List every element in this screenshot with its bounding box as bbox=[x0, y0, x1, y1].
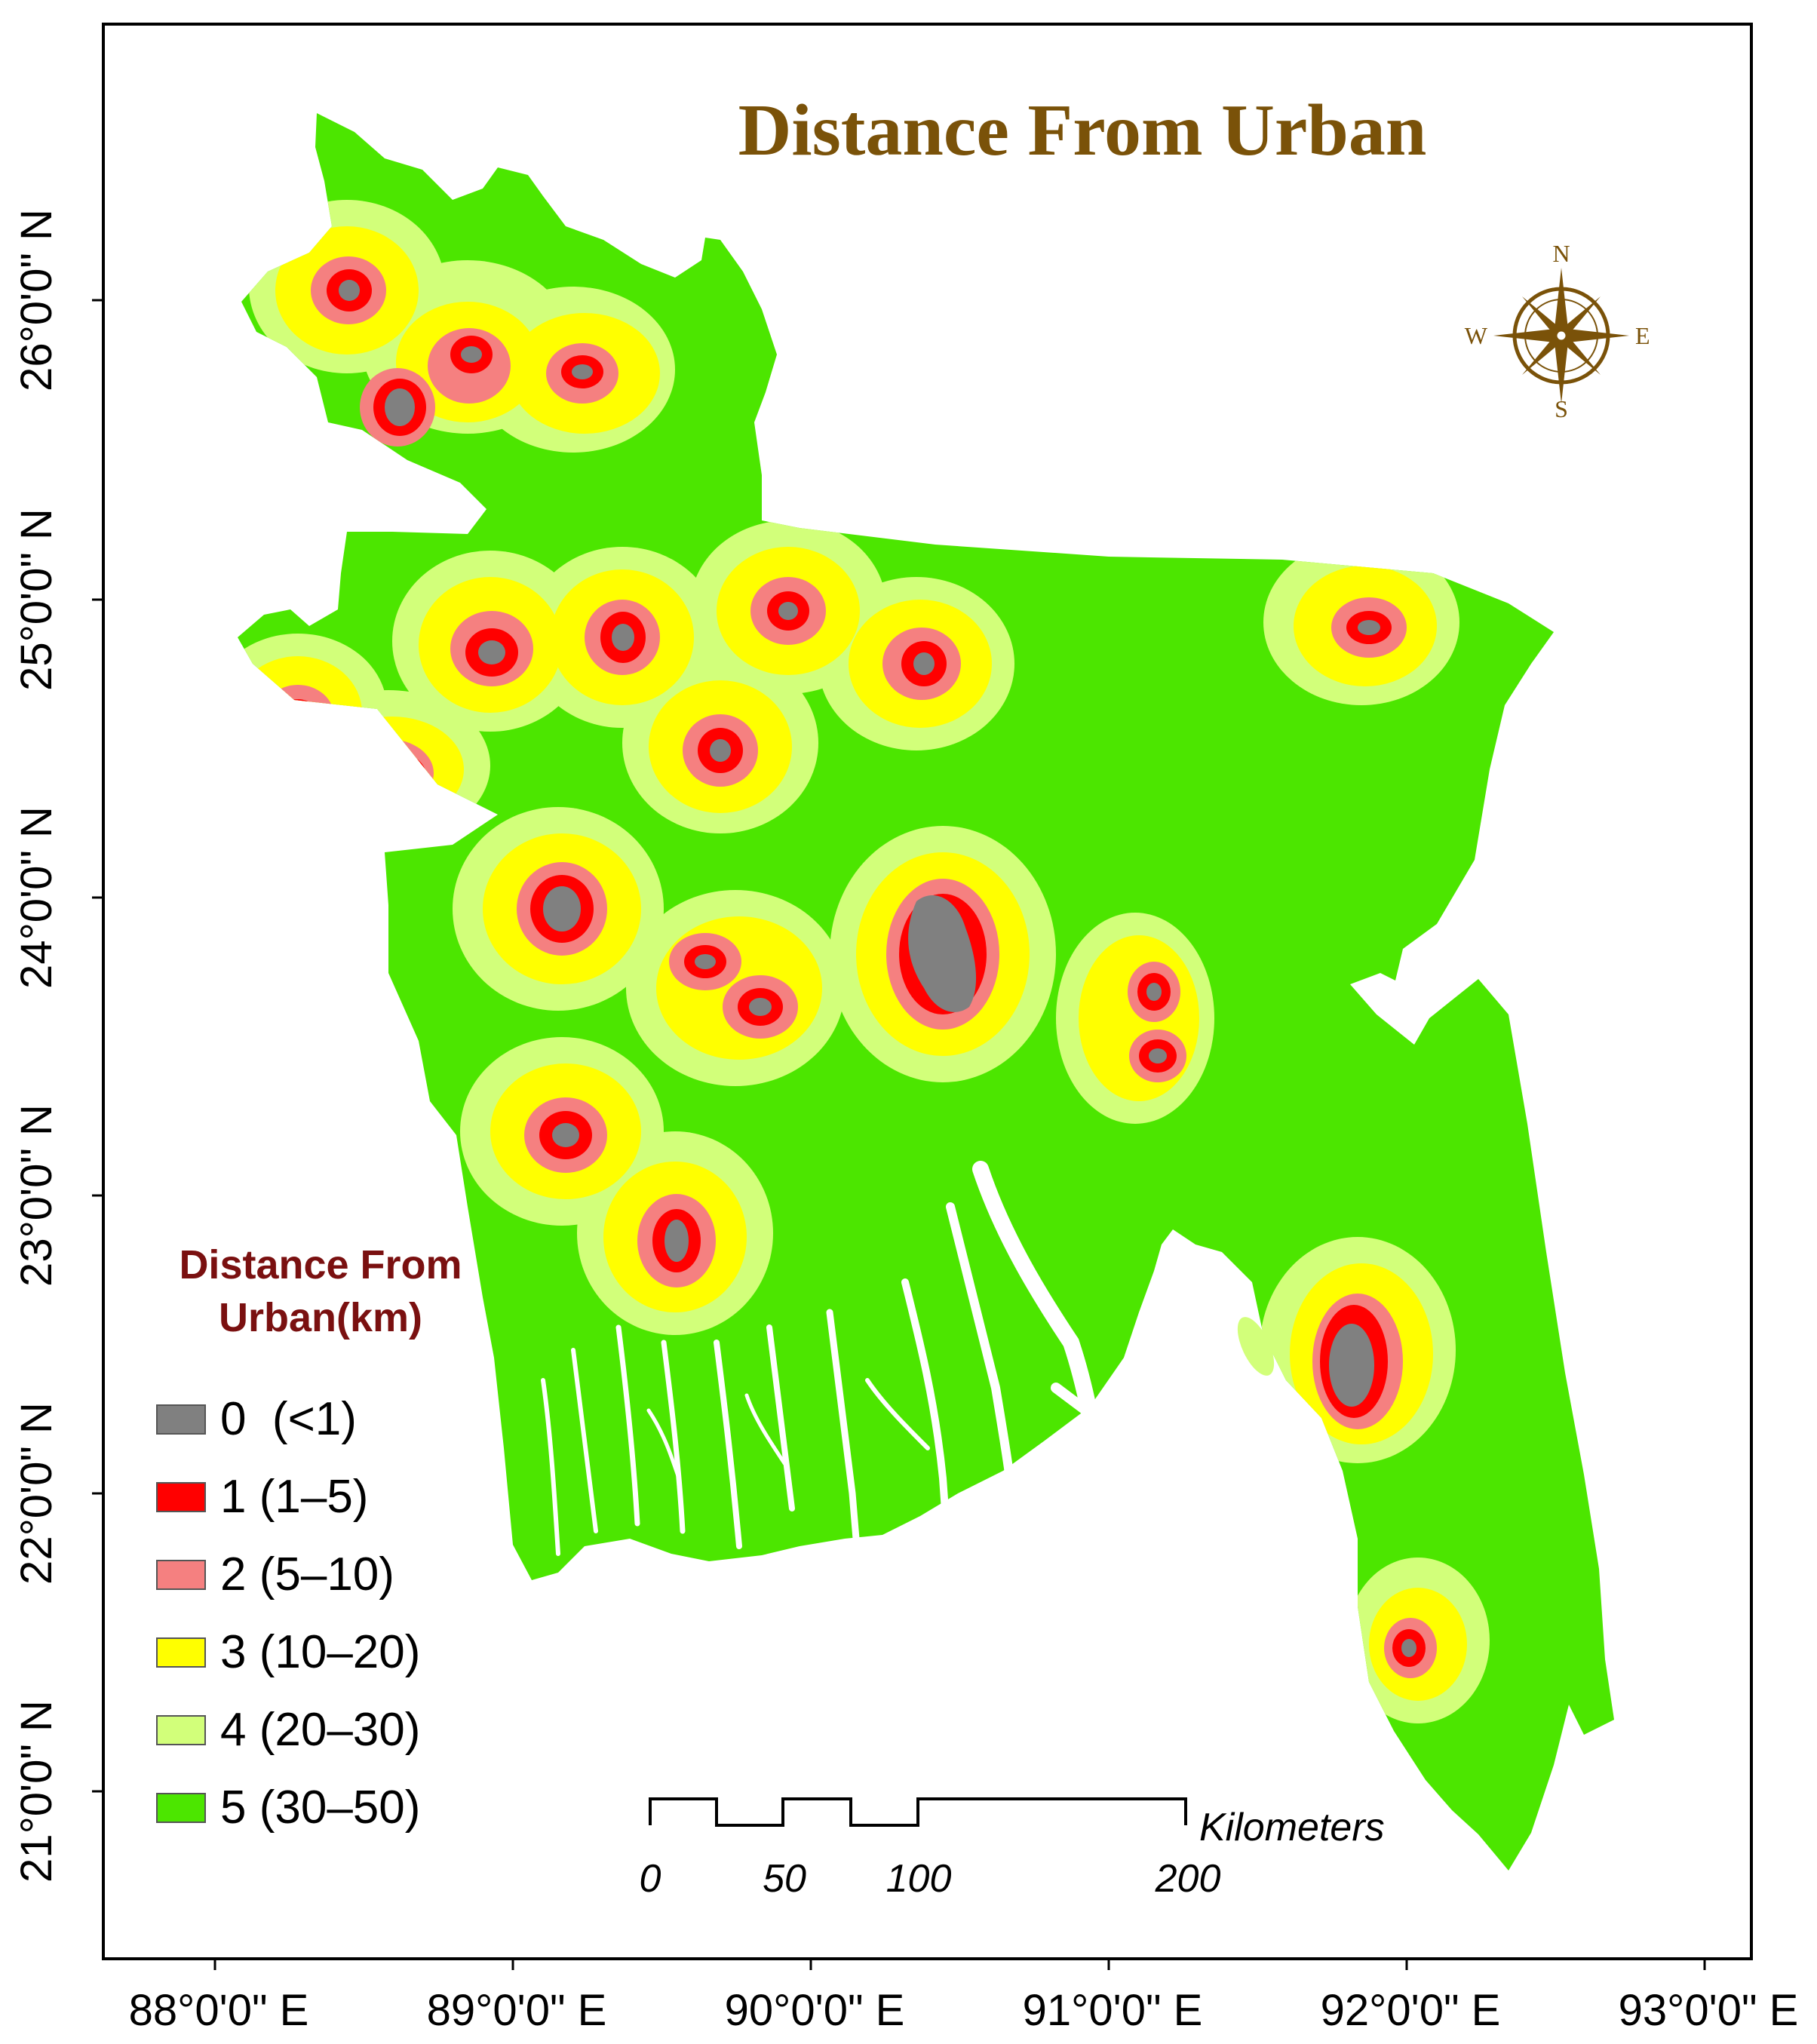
lon-label-91: 91°0'0" E bbox=[1023, 1986, 1203, 2035]
legend-item-3: 3 (10–20) bbox=[156, 1626, 420, 1678]
legend-item-2: 2 (5–10) bbox=[156, 1548, 394, 1601]
lon-label-89: 89°0'0" E bbox=[427, 1986, 607, 2035]
legend-label-4: 4 (20–30) bbox=[220, 1704, 420, 1756]
country-landmass bbox=[238, 113, 1614, 1871]
latitude-labels: 21°0'0" N 22°0'0" N 23°0'0" N 24°0'0" N … bbox=[12, 209, 61, 1883]
legend-label-1: 1 (1–5) bbox=[220, 1471, 368, 1523]
coastal-island bbox=[1237, 1317, 1275, 1376]
lat-label-21: 21°0'0" N bbox=[12, 1700, 61, 1883]
legend-swatch-3 bbox=[156, 1637, 206, 1668]
axis-ticks bbox=[92, 299, 1706, 1970]
legend-swatch-2 bbox=[156, 1560, 206, 1590]
lat-label-23: 23°0'0" N bbox=[12, 1104, 61, 1287]
scale-tick-0: 0 bbox=[640, 1857, 661, 1901]
compass-west-label: W bbox=[1465, 322, 1488, 349]
legend-swatch-0 bbox=[156, 1404, 206, 1435]
legend-item-5: 5 (30–50) bbox=[156, 1782, 420, 1834]
scale-tick-200: 200 bbox=[1155, 1857, 1221, 1901]
lat-label-24: 24°0'0" N bbox=[12, 806, 61, 989]
compass-south-label: S bbox=[1555, 395, 1568, 422]
legend: Distance From Urban(km) 0 (<1) 1 (1–5) 2… bbox=[156, 1242, 462, 1834]
scale-tick-50: 50 bbox=[763, 1857, 806, 1901]
lon-label-92: 92°0'0" E bbox=[1321, 1986, 1501, 2035]
legend-item-0: 0 (<1) bbox=[156, 1393, 357, 1445]
legend-title-line2: Urban(km) bbox=[219, 1295, 422, 1340]
scale-bar-line bbox=[649, 1797, 1187, 1827]
scale-bar: 0 50 100 200 Kilometers bbox=[640, 1797, 1385, 1901]
lat-label-26: 26°0'0" N bbox=[12, 209, 61, 391]
legend-item-1: 1 (1–5) bbox=[156, 1471, 368, 1523]
compass-east-label: E bbox=[1635, 322, 1650, 349]
compass-north-label: N bbox=[1552, 240, 1570, 267]
lon-label-93: 93°0'0" E bbox=[1619, 1986, 1799, 2035]
lon-label-88: 88°0'0" E bbox=[129, 1986, 309, 2035]
legend-label-0: 0 (<1) bbox=[220, 1393, 357, 1445]
scale-unit-label: Kilometers bbox=[1199, 1806, 1385, 1849]
lat-label-25: 25°0'0" N bbox=[12, 508, 61, 691]
river-channels bbox=[541, 1161, 1152, 1556]
legend-title-line1: Distance From bbox=[179, 1242, 462, 1287]
longitude-labels: 88°0'0" E 89°0'0" E 90°0'0" E 91°0'0" E … bbox=[129, 1986, 1799, 2035]
urban-buffers bbox=[238, 200, 1490, 1723]
legend-label-5: 5 (30–50) bbox=[220, 1782, 420, 1834]
map-title: Distance From Urban bbox=[738, 90, 1427, 171]
legend-swatch-5 bbox=[156, 1793, 206, 1823]
legend-item-4: 4 (20–30) bbox=[156, 1704, 420, 1756]
legend-swatch-1 bbox=[156, 1482, 206, 1512]
legend-swatch-4 bbox=[156, 1715, 206, 1745]
legend-label-2: 2 (5–10) bbox=[220, 1548, 394, 1601]
scale-tick-100: 100 bbox=[886, 1857, 952, 1901]
compass-rose-icon: N S W E bbox=[1465, 240, 1650, 422]
lon-label-90: 90°0'0" E bbox=[725, 1986, 905, 2035]
legend-label-3: 3 (10–20) bbox=[220, 1626, 420, 1678]
lat-label-22: 22°0'0" N bbox=[12, 1402, 61, 1585]
